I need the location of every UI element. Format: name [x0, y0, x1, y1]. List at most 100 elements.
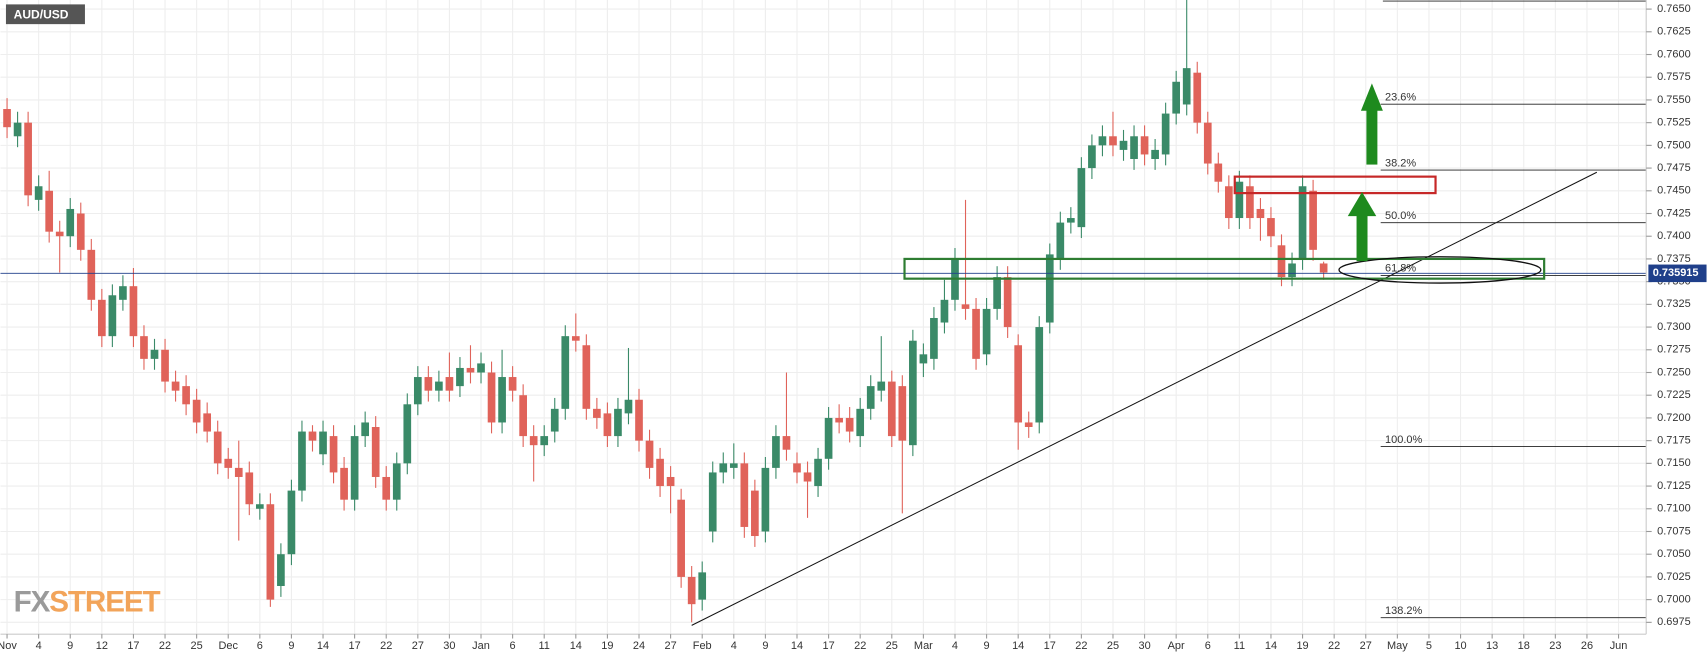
x-tick-label: 26 [1581, 640, 1593, 652]
x-tick-label: Nov [0, 640, 17, 652]
y-tick-label: 0.7225 [1657, 389, 1691, 401]
x-tick-label: 17 [127, 640, 139, 652]
candle-body [614, 408, 622, 437]
candle-body [856, 408, 865, 437]
y-tick-label: 0.7525 [1657, 117, 1691, 129]
candle-body [98, 299, 106, 337]
candle-body [887, 381, 896, 437]
candle-body [34, 186, 43, 200]
x-tick-label: 14 [1265, 640, 1277, 652]
x-tick-label: Jan [472, 640, 490, 652]
candle-body [1067, 218, 1075, 223]
candle-body [1182, 68, 1191, 105]
y-tick-label: 0.7325 [1657, 298, 1691, 310]
arrow-head [1347, 192, 1377, 217]
x-tick-label: 19 [1296, 640, 1308, 652]
candle-body [1256, 208, 1265, 219]
y-tick-label: 0.7000 [1657, 594, 1691, 606]
candle-body [961, 304, 970, 309]
x-tick-label: Dec [218, 640, 238, 652]
y-tick-label: 0.7075 [1657, 525, 1691, 537]
arrow-shaft [1366, 109, 1378, 165]
y-tick-label: 0.7025 [1657, 571, 1691, 583]
candle-body [909, 340, 917, 446]
candle-body [582, 345, 591, 409]
x-tick-label: 23 [1549, 640, 1561, 652]
x-tick-label: 14 [1012, 640, 1024, 652]
candle-body [898, 386, 907, 441]
candle-body [993, 277, 1001, 309]
candle-body [119, 286, 127, 300]
support-zone [903, 257, 1546, 280]
candle-body [329, 436, 338, 473]
candle-body [266, 504, 275, 600]
candle-body [498, 377, 506, 423]
candle-body [171, 381, 180, 391]
x-tick-label: 30 [1138, 640, 1150, 652]
y-tick-label: 0.7575 [1657, 71, 1691, 83]
candle-body [487, 372, 496, 423]
candle-body [919, 354, 928, 364]
x-tick-label: Apr [1168, 640, 1185, 652]
candle-body [182, 386, 190, 405]
candle-body [1224, 186, 1233, 219]
candle-body [1319, 263, 1328, 273]
candle-body [456, 367, 464, 387]
candle-body [550, 408, 559, 432]
fib-label: 38.2% [1385, 157, 1416, 169]
candle-body [45, 190, 54, 232]
candle-body [424, 377, 433, 391]
x-tick-label: 18 [1518, 640, 1530, 652]
x-tick-label: 5 [1426, 640, 1432, 652]
candles [0, 0, 1647, 623]
x-tick-label: Feb [693, 640, 712, 652]
x-tick-label: 22 [380, 640, 392, 652]
candle-body [1077, 168, 1086, 228]
candle-body [1109, 136, 1117, 146]
candle-body [1214, 163, 1223, 182]
axis-labels: 0.6975 0.7000 0.7025 0.7050 0.7075 0.7100 0.71… [0, 3, 1707, 652]
candle-body [3, 109, 11, 128]
candle-body [1088, 145, 1096, 169]
y-tick-label: 0.7425 [1657, 207, 1691, 219]
x-tick-label: 25 [886, 640, 898, 652]
y-tick-label: 0.7625 [1657, 26, 1691, 38]
x-tick-label: 11 [539, 640, 550, 652]
x-tick-label: 22 [1328, 640, 1340, 652]
x-tick-label: 6 [510, 640, 516, 652]
candle-body [740, 463, 749, 527]
x-tick-label: 14 [317, 640, 329, 652]
x-tick-label: 17 [1044, 640, 1056, 652]
candle-body [1203, 122, 1212, 164]
candle-body [1235, 181, 1244, 219]
candle-body [371, 427, 380, 477]
candle-body [772, 436, 780, 468]
y-tick-label: 0.7500 [1657, 139, 1691, 151]
x-tick-label: 14 [791, 640, 803, 652]
candle-body [930, 317, 938, 359]
candle-body [287, 490, 296, 555]
trend-line [691, 171, 1598, 626]
candle-body [392, 463, 401, 500]
candle-body [529, 436, 538, 446]
candle-body [1024, 422, 1033, 428]
candle-body [972, 308, 980, 359]
candle-body [466, 367, 475, 373]
candle-body [866, 386, 875, 409]
y-tick-label: 0.7275 [1657, 344, 1691, 356]
title-box [5, 4, 85, 25]
candle-body [508, 377, 517, 391]
highlight-ellipse [1338, 256, 1542, 284]
logo-part: STREET [49, 585, 160, 618]
x-tick-label: 25 [191, 640, 203, 652]
y-tick-label: 0.7175 [1657, 435, 1691, 447]
y-tick-label: 0.7600 [1657, 48, 1691, 60]
candle-body [1045, 254, 1054, 323]
candle-body [519, 395, 527, 437]
candle-body [719, 463, 728, 473]
candle-body [1130, 136, 1138, 159]
fib-label: 100.0% [1385, 434, 1422, 446]
candle-body [66, 208, 75, 237]
candle-body [435, 381, 443, 391]
